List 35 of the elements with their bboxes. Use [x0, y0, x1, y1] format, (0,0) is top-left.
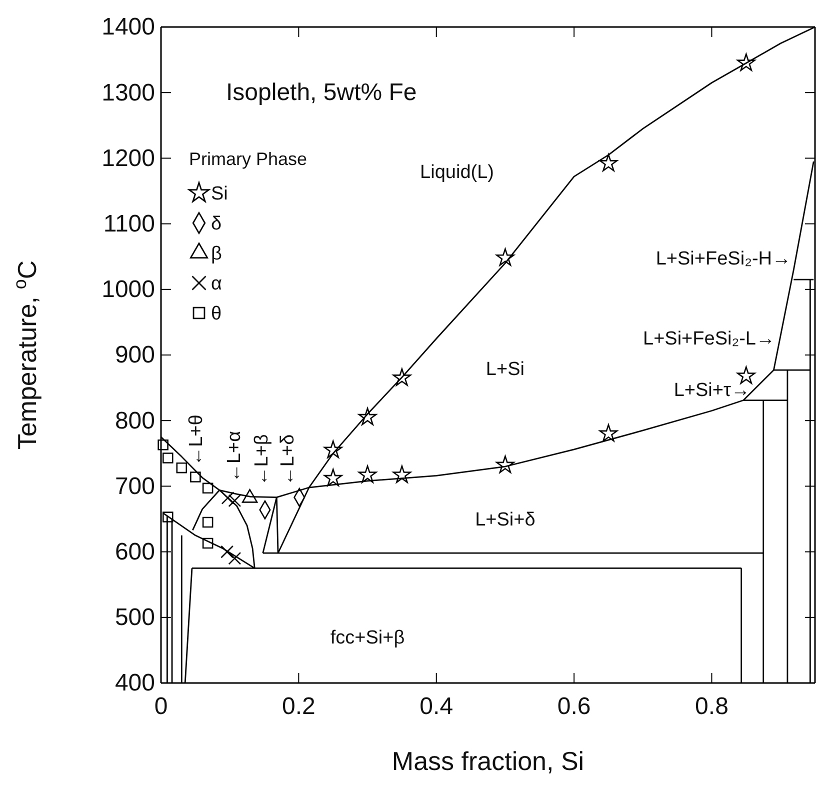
- annotation: ←L+α: [224, 430, 245, 483]
- legend-label: δ: [211, 214, 222, 235]
- y-tick-label: 1200: [102, 144, 155, 172]
- x-axis-title: Mass fraction, Si: [392, 746, 584, 776]
- y-tick-label: 400: [114, 670, 155, 697]
- annotation: L+Si+τ→: [674, 380, 750, 401]
- legend-title: Primary Phase: [189, 149, 308, 169]
- annotation: L+Si+FeSi₂-L→: [643, 328, 775, 350]
- y-tick-label: 1100: [103, 210, 155, 238]
- legend-label: θ: [211, 304, 222, 325]
- legend-label: β: [211, 244, 222, 265]
- y-tick-label: 700: [114, 472, 155, 500]
- annotation: ←L+β: [251, 434, 272, 486]
- x-tick-label: 0.8: [695, 693, 728, 720]
- x-tick-label: 0.6: [557, 693, 591, 720]
- annotation: L+Si+δ: [475, 510, 536, 531]
- annotation: L+Si+FeSi₂-H→: [656, 248, 791, 270]
- y-tick-label: 1000: [102, 276, 155, 304]
- legend-label: α: [211, 274, 222, 295]
- y-tick-label: 500: [114, 604, 155, 632]
- annotation: fcc+Si+β: [330, 628, 405, 649]
- x-tick-label: 0.4: [420, 693, 454, 720]
- annotation: L+Si: [486, 358, 524, 380]
- y-tick-label: 1400: [102, 14, 155, 41]
- y-tick-label: 600: [114, 538, 155, 566]
- annotation: ←L+θ: [186, 414, 208, 466]
- y-tick-label: 800: [114, 407, 155, 434]
- annotation: ←L+δ: [278, 434, 299, 486]
- y-tick-label: 1300: [102, 79, 155, 106]
- x-tick-label: 0.2: [282, 693, 316, 720]
- annotation: Liquid(L): [420, 162, 494, 183]
- y-tick-label: 900: [114, 342, 155, 369]
- x-tick-label: 0: [154, 693, 168, 720]
- legend-label: Si: [211, 184, 228, 205]
- text: Isopleth, 5wt% Fe: [226, 79, 417, 106]
